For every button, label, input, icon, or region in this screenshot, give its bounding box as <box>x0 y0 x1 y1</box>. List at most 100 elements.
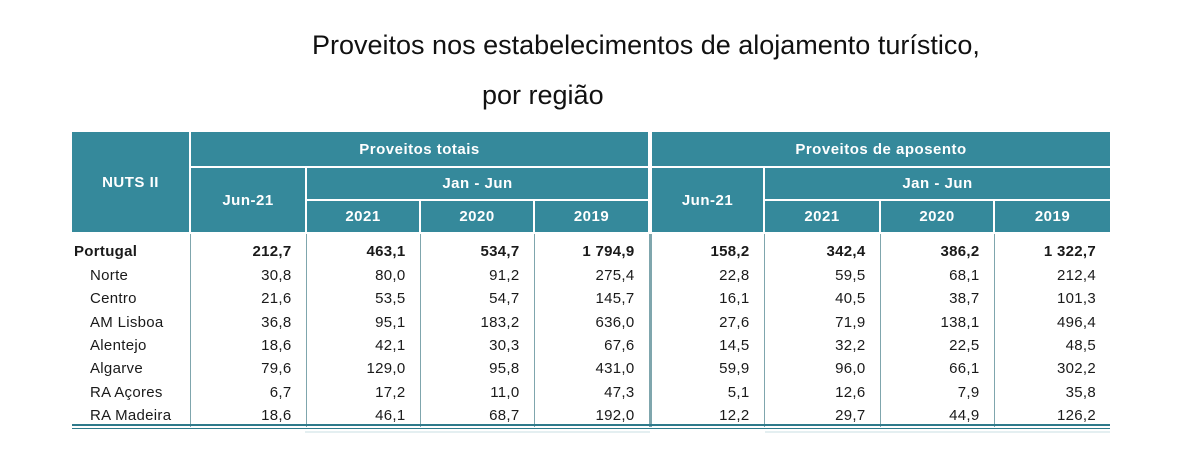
cell: 22,5 <box>879 333 995 358</box>
row-label: Centro <box>90 290 137 308</box>
row-label: Norte <box>90 267 129 285</box>
cell: 96,0 <box>763 357 881 381</box>
table-row: RA Açores 6,7 17,2 11,0 47,3 5,1 12,6 7,… <box>72 380 1111 404</box>
cell: 29,7 <box>763 403 881 428</box>
cell: 48,5 <box>993 333 1111 358</box>
cell: 95,8 <box>419 357 534 381</box>
header-group-lodging: Proveitos de aposento <box>648 132 1111 168</box>
cell: 534,7 <box>419 233 534 264</box>
cell: 44,9 <box>879 403 995 428</box>
table-bottom-rule-thin <box>72 428 1110 429</box>
table-row: Norte 30,8 80,0 91,2 275,4 22,8 59,5 68,… <box>72 264 1111 288</box>
table-row: Algarve 79,6 129,0 95,8 431,0 59,9 96,0 … <box>72 357 1111 381</box>
header-year: 2019 <box>993 200 1111 234</box>
cell: 47,3 <box>533 380 651 404</box>
cell: 68,7 <box>419 403 534 428</box>
header-group-total: Proveitos totais <box>188 132 651 168</box>
table-row: RA Madeira 18,6 46,1 68,7 192,0 12,2 29,… <box>72 403 1111 428</box>
cell: 68,1 <box>879 264 995 288</box>
row-label: AM Lisboa <box>90 313 164 331</box>
row-label: RA Açores <box>90 383 163 401</box>
cell: 59,5 <box>763 264 881 288</box>
cell: 46,1 <box>305 403 420 428</box>
row-label: Algarve <box>90 360 143 378</box>
header-year: 2020 <box>419 200 534 234</box>
cell: 275,4 <box>533 264 651 288</box>
cell: 126,2 <box>993 403 1111 428</box>
cell: 158,2 <box>648 233 765 264</box>
cell: 59,9 <box>648 357 765 381</box>
cell: 7,9 <box>879 380 995 404</box>
title-line-1: Proveitos nos estabelecimentos de alojam… <box>312 30 980 60</box>
cell: 212,4 <box>993 264 1111 288</box>
cell: 40,5 <box>763 287 881 311</box>
cell: 1 794,9 <box>533 233 651 264</box>
cell: 636,0 <box>533 310 651 334</box>
cell: 212,7 <box>189 233 306 264</box>
regional-revenue-table: NUTS II Proveitos totais Proveitos de ap… <box>72 132 1111 428</box>
cell: 42,1 <box>305 333 420 358</box>
cell: 386,2 <box>879 233 995 264</box>
cell: 27,6 <box>648 310 765 334</box>
table-row: Alentejo 18,6 42,1 30,3 67,6 14,5 32,2 2… <box>72 333 1111 358</box>
cell: 38,7 <box>879 287 995 311</box>
divider <box>765 431 1110 433</box>
cell: 17,2 <box>305 380 420 404</box>
cell: 192,0 <box>533 403 651 428</box>
cell: 6,7 <box>189 380 306 404</box>
header-year: 2021 <box>763 200 881 234</box>
cell: 101,3 <box>993 287 1111 311</box>
cell: 71,9 <box>763 310 881 334</box>
cell: 12,6 <box>763 380 881 404</box>
header-year: 2019 <box>532 200 651 234</box>
table-row: Centro 21,6 53,5 54,7 145,7 16,1 40,5 38… <box>72 287 1111 311</box>
cell: 66,1 <box>879 357 995 381</box>
cell: 342,4 <box>763 233 881 264</box>
cell: 16,1 <box>648 287 765 311</box>
cell: 129,0 <box>305 357 420 381</box>
cell: 138,1 <box>879 310 995 334</box>
header-year: 2021 <box>305 200 420 234</box>
cell: 21,6 <box>189 287 306 311</box>
cell: 91,2 <box>419 264 534 288</box>
header-period-total: Jan - Jun <box>304 167 651 201</box>
header-month-lodging: Jun-21 <box>648 167 765 234</box>
cell: 32,2 <box>763 333 881 358</box>
row-label: Alentejo <box>90 337 147 355</box>
cell: 30,8 <box>189 264 306 288</box>
cell: 36,8 <box>189 310 306 334</box>
header-month-total: Jun-21 <box>189 167 306 234</box>
title-line-2: por região <box>482 80 604 110</box>
header-year: 2020 <box>879 200 995 234</box>
row-label: RA Madeira <box>90 406 172 424</box>
cell: 53,5 <box>305 287 420 311</box>
cell: 496,4 <box>993 310 1111 334</box>
table-row: Portugal 212,7 463,1 534,7 1 794,9 158,2… <box>72 233 1111 264</box>
cell: 54,7 <box>419 287 534 311</box>
table-bottom-rule <box>72 424 1110 426</box>
cell: 67,6 <box>533 333 651 358</box>
cell: 80,0 <box>305 264 420 288</box>
cell: 1 322,7 <box>993 233 1111 264</box>
cell: 30,3 <box>419 333 534 358</box>
cell: 302,2 <box>993 357 1111 381</box>
cell: 463,1 <box>305 233 420 264</box>
row-label: Portugal <box>74 242 138 260</box>
cell: 12,2 <box>648 403 765 428</box>
cell: 11,0 <box>419 380 534 404</box>
cell: 35,8 <box>993 380 1111 404</box>
cell: 5,1 <box>648 380 765 404</box>
cell: 14,5 <box>648 333 765 358</box>
table-row: AM Lisboa 36,8 95,1 183,2 636,0 27,6 71,… <box>72 310 1111 334</box>
cell: 431,0 <box>533 357 651 381</box>
cell: 183,2 <box>419 310 534 334</box>
header-period-lodging: Jan - Jun <box>763 167 1111 201</box>
cell: 79,6 <box>189 357 306 381</box>
divider <box>305 431 650 433</box>
header-nuts: NUTS II <box>72 132 190 234</box>
cell: 145,7 <box>533 287 651 311</box>
cell: 95,1 <box>305 310 420 334</box>
cell: 18,6 <box>189 333 306 358</box>
cell: 18,6 <box>189 403 306 428</box>
cell: 22,8 <box>648 264 765 288</box>
